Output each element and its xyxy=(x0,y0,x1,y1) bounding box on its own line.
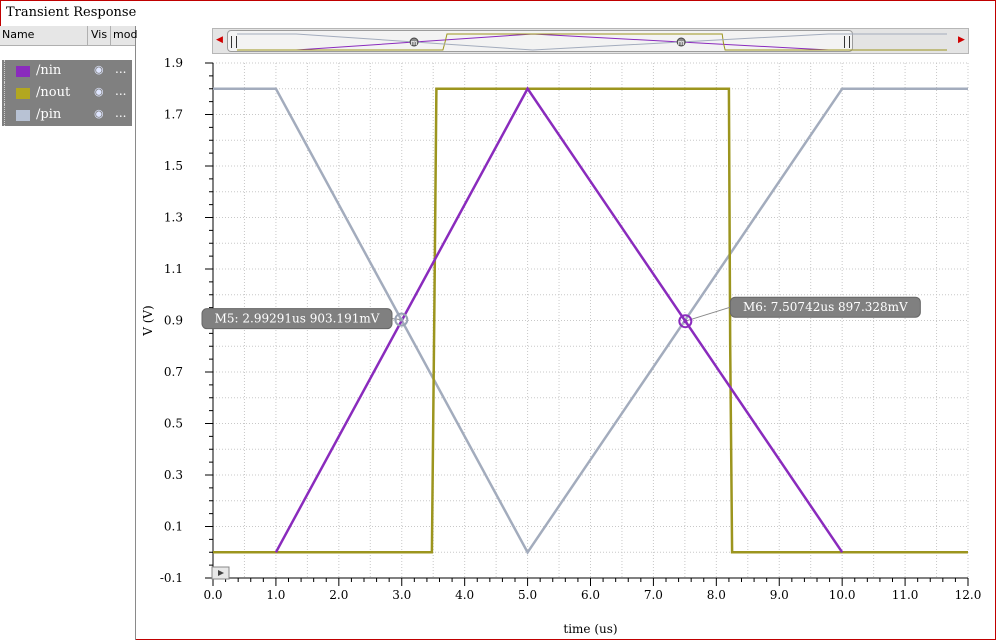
y-tick-label: 1.5 xyxy=(164,159,183,173)
y-tick-label: 0.3 xyxy=(164,468,183,482)
overview-thumb[interactable] xyxy=(227,30,853,52)
signal-row-nin[interactable]: /nin ◉ ... xyxy=(2,60,132,82)
y-tick-label: 1.9 xyxy=(164,56,183,70)
y-tick-label: 0.7 xyxy=(164,365,183,379)
x-tick-label: 4.0 xyxy=(455,588,474,602)
signal-row-pin[interactable]: /pin ◉ ... xyxy=(2,104,132,126)
color-swatch xyxy=(16,66,30,77)
overview-marker[interactable] xyxy=(409,37,419,47)
eye-icon[interactable]: ◉ xyxy=(94,63,104,76)
overview-line-pin xyxy=(237,33,947,51)
x-tick-label: 9.0 xyxy=(770,588,789,602)
series-line-nin[interactable] xyxy=(274,86,844,554)
y-axis-title: V (V) xyxy=(141,305,155,337)
overview-line-nout xyxy=(237,33,947,51)
signal-name: /nout xyxy=(36,85,71,100)
x-tick-label: 1.0 xyxy=(266,588,285,602)
signal-more[interactable]: ... xyxy=(115,62,127,76)
series-line-nout[interactable] xyxy=(213,87,968,554)
marker-ring[interactable] xyxy=(678,314,693,329)
marker-ring[interactable] xyxy=(394,312,409,327)
marker-label-box xyxy=(201,308,393,330)
x-tick-label: 11.0 xyxy=(892,588,919,602)
overview-marker-glyph: m xyxy=(411,39,418,47)
y-tick-label: -0.1 xyxy=(160,571,183,585)
x-tick-label: 0.0 xyxy=(203,588,222,602)
play-button[interactable] xyxy=(211,566,230,580)
overview-marker-glyph: m xyxy=(678,39,685,47)
column-name[interactable]: Name xyxy=(2,28,35,41)
signal-list: /nin ◉ ... /nout ◉ ... /pin ◉ ... xyxy=(2,60,132,126)
series-line-pin[interactable] xyxy=(213,87,968,555)
eye-icon[interactable]: ◉ xyxy=(94,85,104,98)
x-tick-label: 2.0 xyxy=(329,588,348,602)
marker-m6[interactable]: M6: 7.50742us 897.328mV xyxy=(678,296,921,329)
eye-icon[interactable]: ◉ xyxy=(94,107,104,120)
color-swatch xyxy=(16,110,30,121)
series-layer xyxy=(213,86,968,555)
y-tick-label: 0.1 xyxy=(164,520,183,534)
scroll-right-arrow-icon[interactable]: ▶ xyxy=(958,35,965,45)
signal-name: /pin xyxy=(36,107,62,122)
column-mod[interactable]: mod xyxy=(113,28,138,41)
x-tick-label: 5.0 xyxy=(518,588,537,602)
x-tick-label: 7.0 xyxy=(644,588,663,602)
marker-leader xyxy=(685,306,731,322)
y-tick-label: 1.7 xyxy=(164,108,183,122)
x-tick-label: 6.0 xyxy=(581,588,600,602)
signal-more[interactable]: ... xyxy=(115,84,127,98)
marker-m5[interactable]: M5: 2.99291us 903.191mV xyxy=(201,308,409,330)
column-vis[interactable]: Vis xyxy=(91,28,108,41)
y-tick-label: 0.9 xyxy=(164,314,183,328)
scroll-left-arrow-icon[interactable]: ◀ xyxy=(216,35,223,45)
signal-name: /nin xyxy=(36,63,62,78)
signal-more[interactable]: ... xyxy=(115,106,127,120)
marker-label: M5: 2.99291us 903.191mV xyxy=(215,312,380,326)
marker-dot xyxy=(683,319,688,324)
marker-label: M6: 7.50742us 897.328mV xyxy=(743,300,908,314)
y-tick-label: 1.3 xyxy=(164,211,183,225)
column-header: Name Vis mod xyxy=(0,26,138,46)
thumb-left-handle[interactable] xyxy=(231,36,237,48)
y-tick-label: 1.1 xyxy=(164,262,183,276)
marker-layer: M5: 2.99291us 903.191mV M6: 7.50742us 897… xyxy=(201,296,921,330)
signal-panel: Name Vis mod /nin ◉ ... /nout ◉ ... /pin… xyxy=(0,26,138,640)
x-tick-label: 8.0 xyxy=(707,588,726,602)
y-tick-label: 0.5 xyxy=(164,417,183,431)
overview-marker[interactable] xyxy=(676,37,686,47)
marker-dot xyxy=(399,317,404,322)
x-axis-title: time (us) xyxy=(563,622,617,636)
thumb-right-handle[interactable] xyxy=(844,36,850,48)
signal-row-nout[interactable]: /nout ◉ ... xyxy=(2,82,132,104)
marker-label-box xyxy=(729,296,921,318)
window-title: Transient Response xyxy=(6,5,137,20)
x-tick-label: 3.0 xyxy=(392,588,411,602)
axes: 0.0 1.0 2.0 3.0 4.0 5.0 6.0 7.0 8.0 9.0 10.0 11.0 12… xyxy=(160,56,982,602)
x-tick-label: 12.0 xyxy=(955,588,982,602)
x-tick-label: 10.0 xyxy=(829,588,856,602)
color-swatch xyxy=(16,88,30,99)
